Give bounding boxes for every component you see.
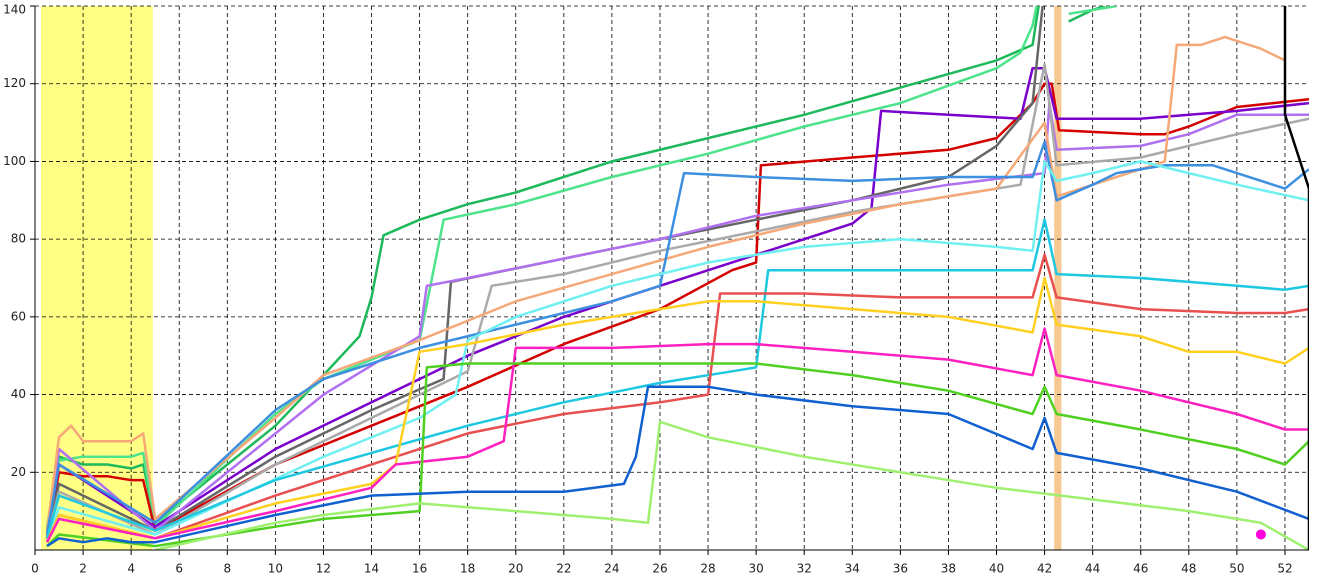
x-tick-label: 48 — [1181, 562, 1196, 576]
series-line — [45, 63, 1309, 539]
x-tick-label: 14 — [364, 562, 379, 576]
x-tick-label: 2 — [79, 562, 87, 576]
x-tick-label: 30 — [748, 562, 763, 576]
y-tick-label: 80 — [11, 232, 26, 246]
bands — [41, 6, 1062, 550]
series-line — [45, 82, 1309, 539]
x-tick-label: 50 — [1229, 562, 1244, 576]
y-tick-label: 60 — [11, 309, 26, 323]
series-line — [45, 327, 1309, 543]
y-tick-label: 100 — [3, 154, 26, 168]
x-tick-label: 32 — [797, 562, 812, 576]
series-line — [45, 66, 1309, 539]
x-tick-label: 24 — [604, 562, 619, 576]
series-line — [46, 385, 1309, 548]
x-tick-label: 40 — [989, 562, 1004, 576]
x-tick-label: 34 — [845, 562, 860, 576]
x-tick-label: 38 — [941, 562, 956, 576]
x-tick-label: 46 — [1133, 562, 1148, 576]
series-line — [45, 276, 1309, 543]
x-tick-label: 0 — [31, 562, 39, 576]
series-line — [154, 420, 1309, 550]
series-line — [45, 218, 1309, 539]
x-tick-label: 20 — [508, 562, 523, 576]
x-tick-label: 18 — [460, 562, 475, 576]
series-line — [45, 6, 1117, 528]
x-tick-label: 6 — [175, 562, 183, 576]
plot — [45, 6, 1309, 550]
x-tick-label: 10 — [268, 562, 283, 576]
series-line — [45, 160, 1309, 543]
x-tick-label: 42 — [1037, 562, 1052, 576]
y-tick-label: 120 — [3, 76, 26, 90]
marker — [1255, 529, 1266, 540]
x-tick-label: 22 — [556, 562, 571, 576]
x-tick-label: 26 — [652, 562, 667, 576]
x-tick-label: 16 — [412, 562, 427, 576]
axes: 0 2 4 6 8 10 12 14 16 18 20 22 24 26 28 30 32 34 36 38 40 42 4… — [3, 3, 1309, 576]
series-line — [46, 362, 1309, 548]
x-tick-label: 28 — [700, 562, 715, 576]
x-tick-label: 12 — [316, 562, 331, 576]
y-tick-label: 140 — [3, 3, 26, 17]
x-tick-label: 36 — [893, 562, 908, 576]
x-tick-label: 4 — [127, 562, 135, 576]
y-tick-label: 20 — [11, 465, 26, 479]
band — [1054, 6, 1062, 550]
x-tick-label: 52 — [1277, 562, 1292, 576]
x-tick-label: 44 — [1085, 562, 1100, 576]
series-line — [1283, 6, 1309, 550]
series-line — [45, 6, 1106, 531]
series-line — [45, 101, 1309, 535]
y-tick-label: 40 — [11, 387, 26, 401]
series-line — [45, 253, 1309, 543]
x-tick-label: 8 — [223, 562, 231, 576]
series-line — [45, 140, 1309, 535]
series-line — [45, 35, 1286, 531]
